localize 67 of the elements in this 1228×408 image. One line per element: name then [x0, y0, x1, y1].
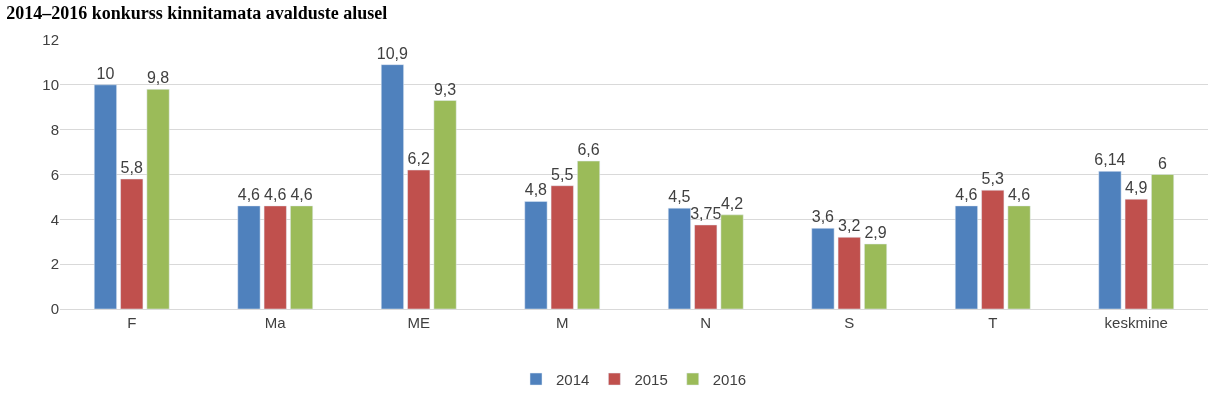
- data-label: 9,8: [146, 69, 170, 87]
- bar: [864, 243, 887, 309]
- bar: [120, 178, 144, 309]
- x-tick-label: T: [988, 314, 998, 331]
- data-label: 6,2: [407, 150, 430, 168]
- data-label: 4,9: [1125, 179, 1148, 197]
- bar: [811, 228, 835, 309]
- data-label: 4,6: [955, 185, 978, 203]
- bar: [146, 89, 170, 309]
- data-label: 4,6: [290, 185, 313, 203]
- data-label: 6: [1158, 154, 1168, 172]
- y-tick-label: 2: [50, 255, 59, 273]
- x-tick-label: ME: [407, 314, 430, 331]
- bar: [694, 224, 718, 309]
- legend-label: 2014: [556, 370, 590, 388]
- bar: [837, 237, 861, 309]
- y-tick-label: 8: [50, 120, 59, 138]
- data-label: 4,5: [668, 188, 691, 206]
- data-label: 9,3: [433, 80, 457, 98]
- bar: [290, 205, 313, 309]
- x-tick-label: M: [556, 314, 569, 331]
- bar: [407, 169, 431, 309]
- data-label: 4,2: [720, 194, 744, 212]
- y-tick-label: 10: [42, 76, 59, 94]
- data-label: 5,5: [551, 165, 574, 183]
- y-tick-label: 6: [50, 165, 59, 183]
- bar: [577, 160, 600, 309]
- data-label: 6,14: [1094, 151, 1126, 169]
- bar: [1007, 205, 1031, 309]
- data-label: 10,9: [376, 44, 409, 62]
- data-label: 2,9: [864, 223, 887, 241]
- bar: [1098, 171, 1122, 309]
- data-label: 3,2: [838, 217, 861, 235]
- data-label: 10: [96, 64, 115, 82]
- data-label: 3,75: [690, 204, 722, 222]
- y-tick-label: 4: [50, 210, 59, 228]
- data-label: 4,8: [524, 181, 548, 199]
- bar: [433, 100, 457, 309]
- y-tick-label: 12: [42, 31, 59, 49]
- bar: [550, 185, 574, 309]
- data-label: 5,8: [120, 158, 143, 176]
- bar: [668, 207, 691, 309]
- bar: [1151, 174, 1174, 309]
- data-label: 4,6: [264, 185, 287, 203]
- data-label: 4,6: [1007, 185, 1031, 203]
- data-label: 6,6: [577, 141, 600, 159]
- data-label: 3,6: [811, 208, 835, 226]
- x-tick-label: Ma: [264, 314, 287, 331]
- bar: [981, 189, 1005, 309]
- bar: [94, 84, 117, 309]
- bar: [720, 214, 744, 309]
- bar: [381, 64, 404, 309]
- data-label: 5,3: [981, 170, 1004, 188]
- data-label: 4,6: [237, 185, 261, 203]
- bar: [955, 205, 978, 309]
- legend-label: 2016: [712, 370, 747, 388]
- bar: [524, 201, 548, 309]
- y-tick-label: 0: [50, 300, 59, 318]
- x-tick-label: S: [844, 314, 855, 331]
- x-tick-label: N: [700, 314, 712, 331]
- chart-title: 2014–2016 konkurss kinnitamata avalduste alusel: [6, 2, 388, 23]
- bar: [237, 205, 261, 309]
- x-tick-label: F: [127, 314, 137, 331]
- bar: [1124, 198, 1148, 309]
- bar: [263, 205, 287, 309]
- legend-label: 2015: [634, 370, 668, 388]
- x-tick-label: keskmine: [1104, 314, 1168, 331]
